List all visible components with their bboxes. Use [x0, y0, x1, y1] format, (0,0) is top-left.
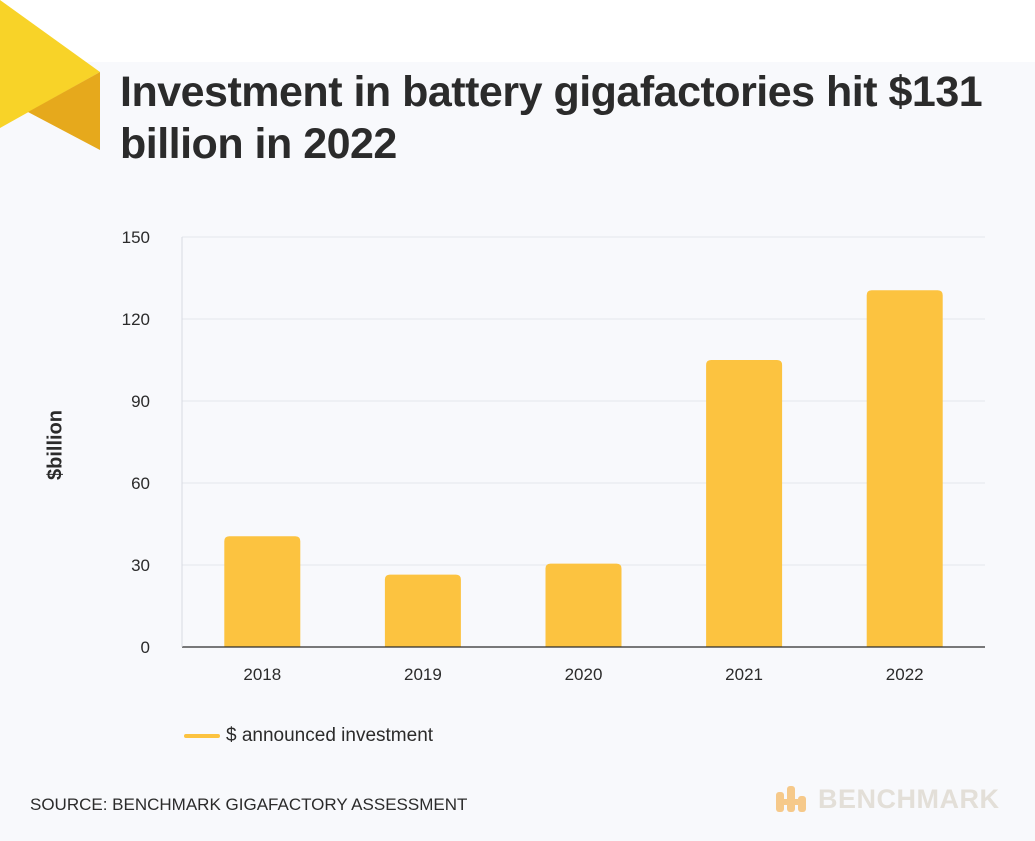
- legend: $ announced investment: [184, 724, 433, 748]
- x-tick-label-2018: 2018: [243, 665, 281, 684]
- benchmark-logo-text: BENCHMARK: [818, 783, 1000, 814]
- bars: [224, 290, 943, 647]
- corner-triangle-light: [0, 0, 100, 128]
- y-tick-label-120: 120: [122, 310, 150, 329]
- x-tick-label-2021: 2021: [725, 665, 763, 684]
- brand-corner-decoration: [0, 0, 100, 150]
- x-tick-label-2020: 2020: [565, 665, 603, 684]
- bar-2019: [384, 574, 461, 647]
- benchmark-logo-icon: [776, 786, 806, 812]
- benchmark-logo: BENCHMARK: [772, 782, 1000, 816]
- legend-swatch: [184, 734, 220, 738]
- y-axis-ticks: 0 30 60 90 120 150: [122, 228, 150, 657]
- bar-2018: [224, 536, 301, 647]
- bar-2020: [545, 563, 622, 647]
- y-axis-label: $billion: [44, 410, 66, 480]
- x-tick-label-2019: 2019: [404, 665, 442, 684]
- gridlines: [182, 236, 985, 566]
- y-tick-label-0: 0: [141, 638, 150, 657]
- chart-panel: [0, 62, 1035, 841]
- y-tick-label-90: 90: [131, 392, 150, 411]
- x-axis-ticks: 2018 2019 2020 2021 2022: [243, 665, 923, 684]
- legend-label: $ announced investment: [226, 725, 434, 746]
- bar-2022: [866, 290, 943, 647]
- y-tick-label-60: 60: [131, 474, 150, 493]
- corner-triangle-dark: [28, 72, 100, 150]
- y-tick-label-30: 30: [131, 556, 150, 575]
- x-tick-label-2022: 2022: [886, 665, 924, 684]
- bar-2021: [706, 360, 783, 647]
- source-note: SOURCE: BENCHMARK GIGAFACTORY ASSESSMENT: [30, 795, 468, 814]
- y-tick-label-150: 150: [122, 228, 150, 247]
- chart-title: Investment in battery gigafactories hit …: [120, 68, 983, 168]
